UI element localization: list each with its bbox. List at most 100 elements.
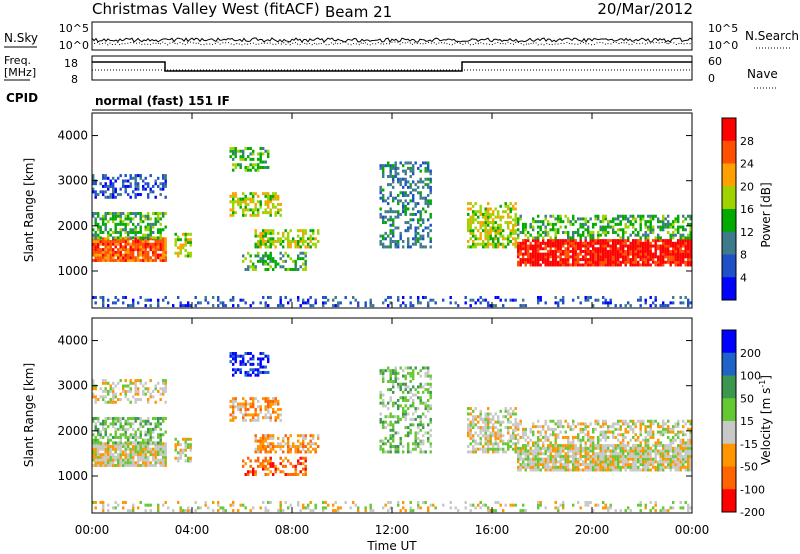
power-cell (159, 258, 162, 262)
power-cell (517, 249, 520, 253)
power-cell (559, 260, 562, 264)
velocity-cell (234, 370, 237, 374)
velocity-cell (614, 463, 617, 467)
velocity-cell (397, 398, 400, 402)
velocity-cell (392, 401, 395, 405)
power-cell (149, 222, 152, 226)
power-cell (614, 263, 617, 267)
velocity-cell (619, 457, 622, 461)
power-cell (587, 252, 590, 256)
velocity-cell (139, 381, 142, 385)
velocity-cell (159, 450, 162, 454)
power-cell (129, 248, 132, 252)
velocity-cell (97, 455, 100, 459)
velocity-cell (612, 460, 615, 464)
velocity-cell (427, 407, 430, 411)
velocity-cell (474, 450, 477, 454)
power-cell (382, 166, 385, 170)
velocity-cell (157, 433, 160, 437)
power-cell (427, 166, 430, 170)
velocity-cell (632, 454, 635, 458)
power-cell (534, 255, 537, 259)
power-cell (547, 239, 550, 243)
velocity-cell (152, 427, 155, 431)
velocity-cell (379, 439, 382, 443)
power-cell (297, 242, 300, 246)
power-cell (602, 214, 605, 218)
power-cell (534, 244, 537, 248)
velocity-cell (259, 407, 262, 411)
velocity-cell (124, 419, 127, 423)
velocity-cell (247, 407, 250, 411)
power-cell (249, 259, 252, 263)
power-cell (484, 226, 487, 230)
power-cell (537, 301, 540, 305)
velocity-cell (579, 452, 582, 456)
power-cell (412, 166, 415, 170)
velocity-cell (629, 468, 632, 472)
power-cell (242, 157, 245, 161)
velocity-cell (102, 379, 105, 383)
velocity-cell (639, 446, 642, 450)
velocity-cell (244, 370, 247, 374)
power-cell (639, 214, 642, 218)
velocity-cell (657, 444, 660, 448)
velocity-cell (184, 454, 187, 458)
power-cell (639, 225, 642, 229)
velocity-cell (672, 425, 675, 429)
power-cell (109, 184, 112, 188)
velocity-cell (679, 449, 682, 453)
velocity-cell (612, 457, 615, 461)
power-cell (509, 207, 512, 211)
power-cell (139, 228, 142, 232)
power-cell (689, 244, 692, 248)
velocity-cell (389, 388, 392, 392)
power-cell (162, 245, 165, 249)
power-cell (422, 237, 425, 241)
power-cell (572, 247, 575, 251)
velocity-cell (657, 468, 660, 472)
power-cell (392, 177, 395, 181)
power-cell (604, 228, 607, 232)
power-cell (664, 260, 667, 264)
velocity-cell (662, 454, 665, 458)
velocity-cell (102, 453, 105, 457)
velocity-cell (157, 450, 160, 454)
velocity-cell (127, 461, 130, 465)
power-cell (384, 298, 387, 302)
velocity-cell (689, 463, 692, 467)
velocity-cell (547, 435, 550, 439)
power-cell (174, 240, 177, 244)
power-cell (657, 258, 660, 262)
velocity-cell (559, 425, 562, 429)
velocity-cell (617, 438, 620, 442)
power-cell (267, 304, 270, 308)
power-cell (269, 242, 272, 246)
power-cell (689, 233, 692, 237)
velocity-cell (654, 419, 657, 423)
velocity-cell (429, 382, 432, 386)
velocity-cell (132, 381, 135, 385)
power-cell (684, 252, 687, 256)
velocity-cell (109, 447, 112, 451)
power-cell (269, 240, 272, 243)
power-cell (539, 252, 542, 256)
velocity-cell (99, 435, 102, 439)
velocity-cell (124, 458, 127, 462)
velocity-cell (162, 447, 165, 451)
velocity-cell (109, 453, 112, 457)
power-cell (242, 152, 245, 156)
power-cell (677, 260, 680, 264)
velocity-cell (629, 446, 632, 450)
power-cell (267, 254, 270, 258)
velocity-cell (417, 415, 420, 419)
power-cell (262, 147, 265, 151)
power-cell (124, 228, 127, 232)
velocity-cell (97, 458, 100, 462)
velocity-cell (139, 455, 142, 459)
velocity-cell (604, 449, 607, 453)
power-cell (129, 230, 132, 234)
velocity-cell (159, 445, 162, 448)
power-cell (409, 175, 412, 178)
velocity-cell (567, 446, 570, 450)
